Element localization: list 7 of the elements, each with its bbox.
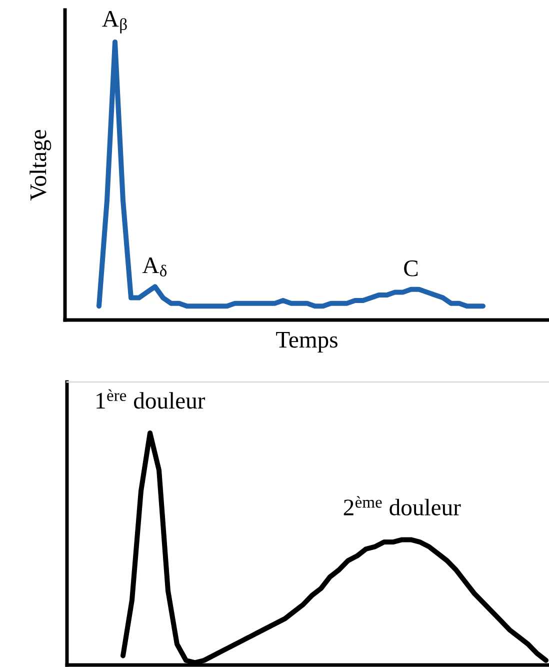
- annotation: A$_{β}$: [102, 11, 127, 34]
- annotation: 2$^{ème}$ douleur: [344, 496, 461, 516]
- annotation: A$_{δ}$: [142, 257, 167, 276]
- x-axis-title: Temps: [276, 332, 338, 353]
- annotation: C: [404, 260, 418, 276]
- annotation: 1$^{ère}$ douleur: [96, 389, 206, 409]
- y-axis-title: Voltage: [30, 130, 52, 201]
